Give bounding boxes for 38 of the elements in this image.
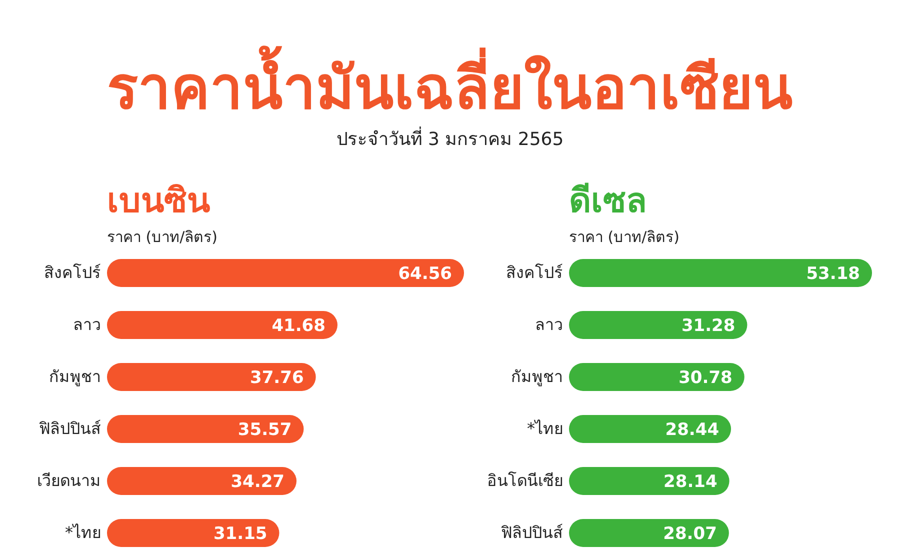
x-axis-title: ราคา (บาท/ลิตร) [107,228,218,246]
y-tick-label: อินโดนีเซีย [487,471,563,490]
chart-title: เบนซิน [107,181,210,221]
data-label: 31.28 [681,316,736,336]
y-tick-label: เวียดนาม [37,471,101,490]
x-axis-title: ราคา (บาท/ลิตร) [569,228,680,246]
data-label: 53.18 [806,264,860,284]
y-tick-label: กัมพูชา [511,367,563,387]
y-tick-label: ฟิลิปปินส์ [501,523,563,542]
y-tick-label: สิงคโปร์ [506,263,563,282]
bar [107,519,280,547]
y-tick-label: *ไทย [65,523,101,542]
data-label: 35.57 [238,420,292,440]
chart-title: ดีเซล [569,181,647,221]
text: ราคาน้ำมันเฉลี่ยในอาเซียน [107,46,793,122]
bar [107,467,297,495]
bar [569,311,748,339]
bar [107,311,338,339]
text: ประจำวันที่ 3 มกราคม 2565 [336,126,564,150]
data-label: 64.56 [398,264,452,284]
y-tick-label: ฟิลิปปินส์ [39,419,101,438]
y-tick-label: ลาว [535,315,563,334]
data-label: 37.76 [250,368,304,388]
data-label: 41.68 [272,316,326,336]
bar [107,259,464,287]
bar [569,259,872,287]
bar [107,415,304,443]
y-tick-label: ลาว [73,315,101,334]
bar [107,363,316,391]
data-label: 28.44 [665,420,720,440]
y-tick-label: กัมพูชา [49,367,101,387]
data-label: 34.27 [230,472,285,492]
y-tick-label: สิงคโปร์ [44,263,101,282]
data-label: 30.78 [678,368,732,388]
data-label: 31.15 [213,524,268,544]
data-label: 28.07 [663,524,717,544]
y-tick-label: *ไทย [527,419,563,438]
data-label: 28.14 [664,472,718,492]
